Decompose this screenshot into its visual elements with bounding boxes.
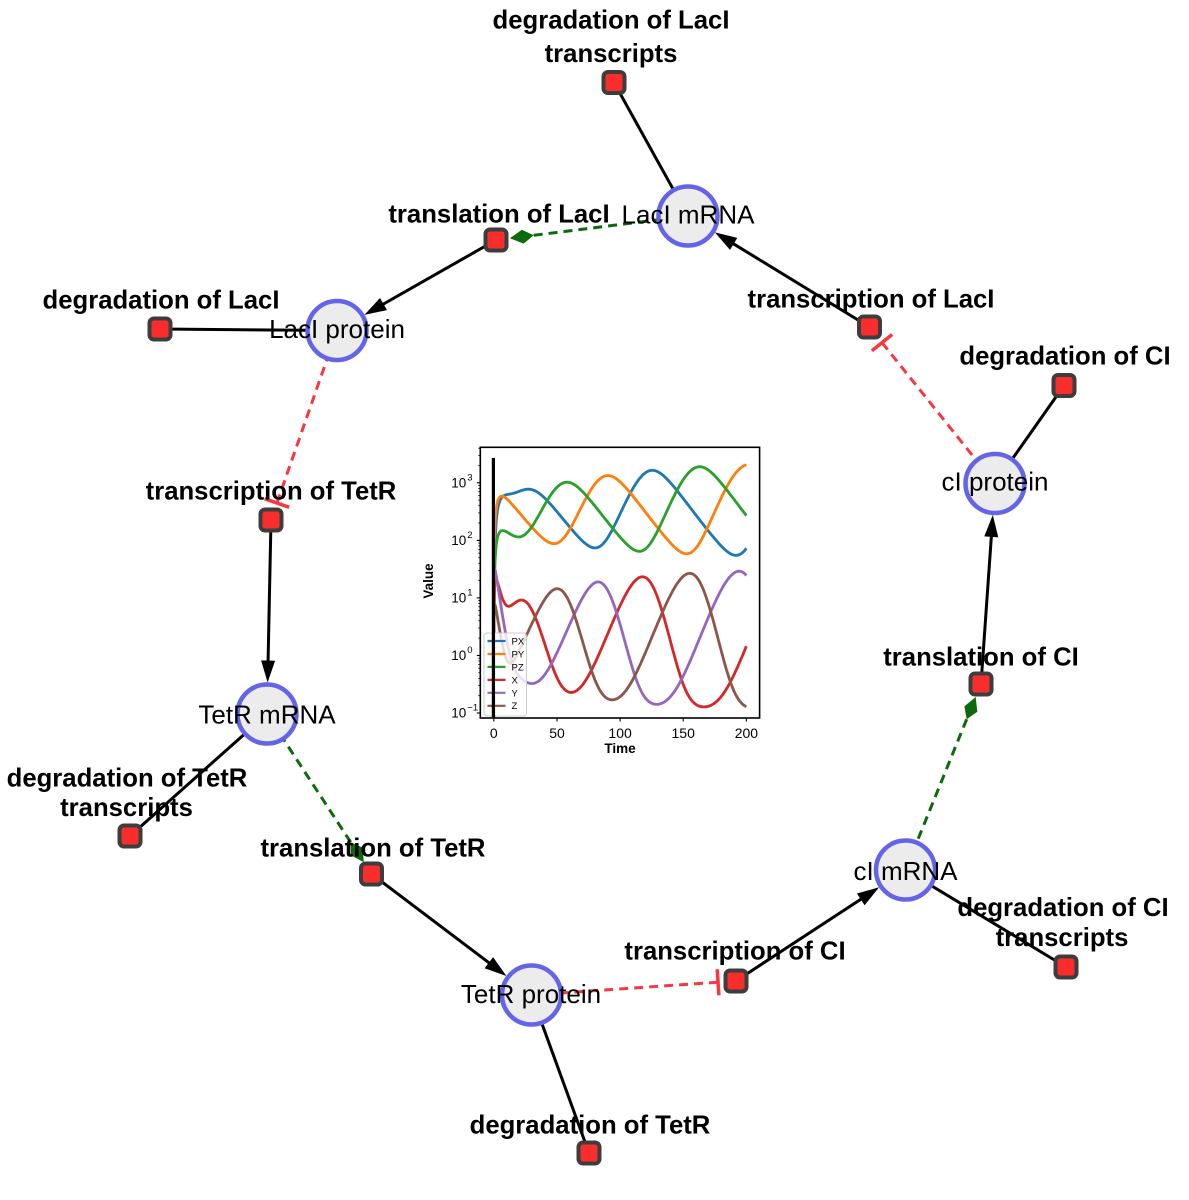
svg-text:degradation of LacI: degradation of LacI — [43, 287, 280, 315]
svg-text:Value: Value — [421, 563, 436, 599]
svg-text:0: 0 — [490, 725, 498, 741]
svg-text:transcription of TetR: transcription of TetR — [146, 478, 397, 506]
svg-text:TetR protein: TetR protein — [461, 979, 601, 1009]
svg-text:−1: −1 — [467, 703, 478, 714]
svg-text:transcripts: transcripts — [60, 794, 193, 822]
svg-text:transcripts: transcripts — [545, 40, 678, 68]
svg-text:1: 1 — [467, 587, 472, 598]
svg-text:cI protein: cI protein — [942, 467, 1049, 497]
svg-text:0: 0 — [467, 645, 472, 656]
svg-text:X: X — [512, 675, 519, 686]
svg-text:degradation of CI: degradation of CI — [959, 343, 1170, 371]
svg-text:10: 10 — [451, 475, 466, 490]
svg-text:3: 3 — [467, 472, 472, 483]
svg-text:PX: PX — [512, 637, 525, 648]
svg-text:translation of TetR: translation of TetR — [260, 835, 485, 863]
svg-text:PY: PY — [512, 650, 525, 661]
svg-text:10: 10 — [451, 533, 466, 548]
svg-text:translation of LacI: translation of LacI — [388, 200, 609, 228]
svg-text:10: 10 — [451, 706, 466, 721]
svg-text:Y: Y — [512, 688, 519, 699]
svg-text:150: 150 — [672, 725, 696, 741]
svg-text:10: 10 — [451, 648, 466, 663]
svg-text:LacI mRNA: LacI mRNA — [622, 200, 756, 230]
svg-text:degradation of TetR: degradation of TetR — [470, 1112, 711, 1140]
svg-text:translation of CI: translation of CI — [883, 644, 1079, 672]
svg-text:2: 2 — [467, 530, 472, 541]
svg-text:transcripts: transcripts — [996, 924, 1129, 952]
svg-text:LacI protein: LacI protein — [269, 314, 405, 344]
svg-text:degradation of CI: degradation of CI — [957, 894, 1168, 922]
svg-text:cI mRNA: cI mRNA — [854, 856, 959, 886]
svg-text:PZ: PZ — [512, 662, 524, 673]
svg-text:10: 10 — [451, 590, 466, 605]
svg-text:TetR mRNA: TetR mRNA — [198, 700, 336, 730]
svg-text:Z: Z — [512, 701, 518, 712]
svg-text:degradation of LacI: degradation of LacI — [493, 6, 730, 34]
svg-text:Time: Time — [604, 741, 636, 756]
svg-text:transcription of CI: transcription of CI — [624, 938, 845, 966]
svg-text:transcription of LacI: transcription of LacI — [748, 286, 995, 314]
svg-text:100: 100 — [608, 725, 632, 741]
svg-text:50: 50 — [549, 725, 565, 741]
svg-text:200: 200 — [735, 725, 759, 741]
svg-text:degradation of TetR: degradation of TetR — [7, 765, 248, 793]
